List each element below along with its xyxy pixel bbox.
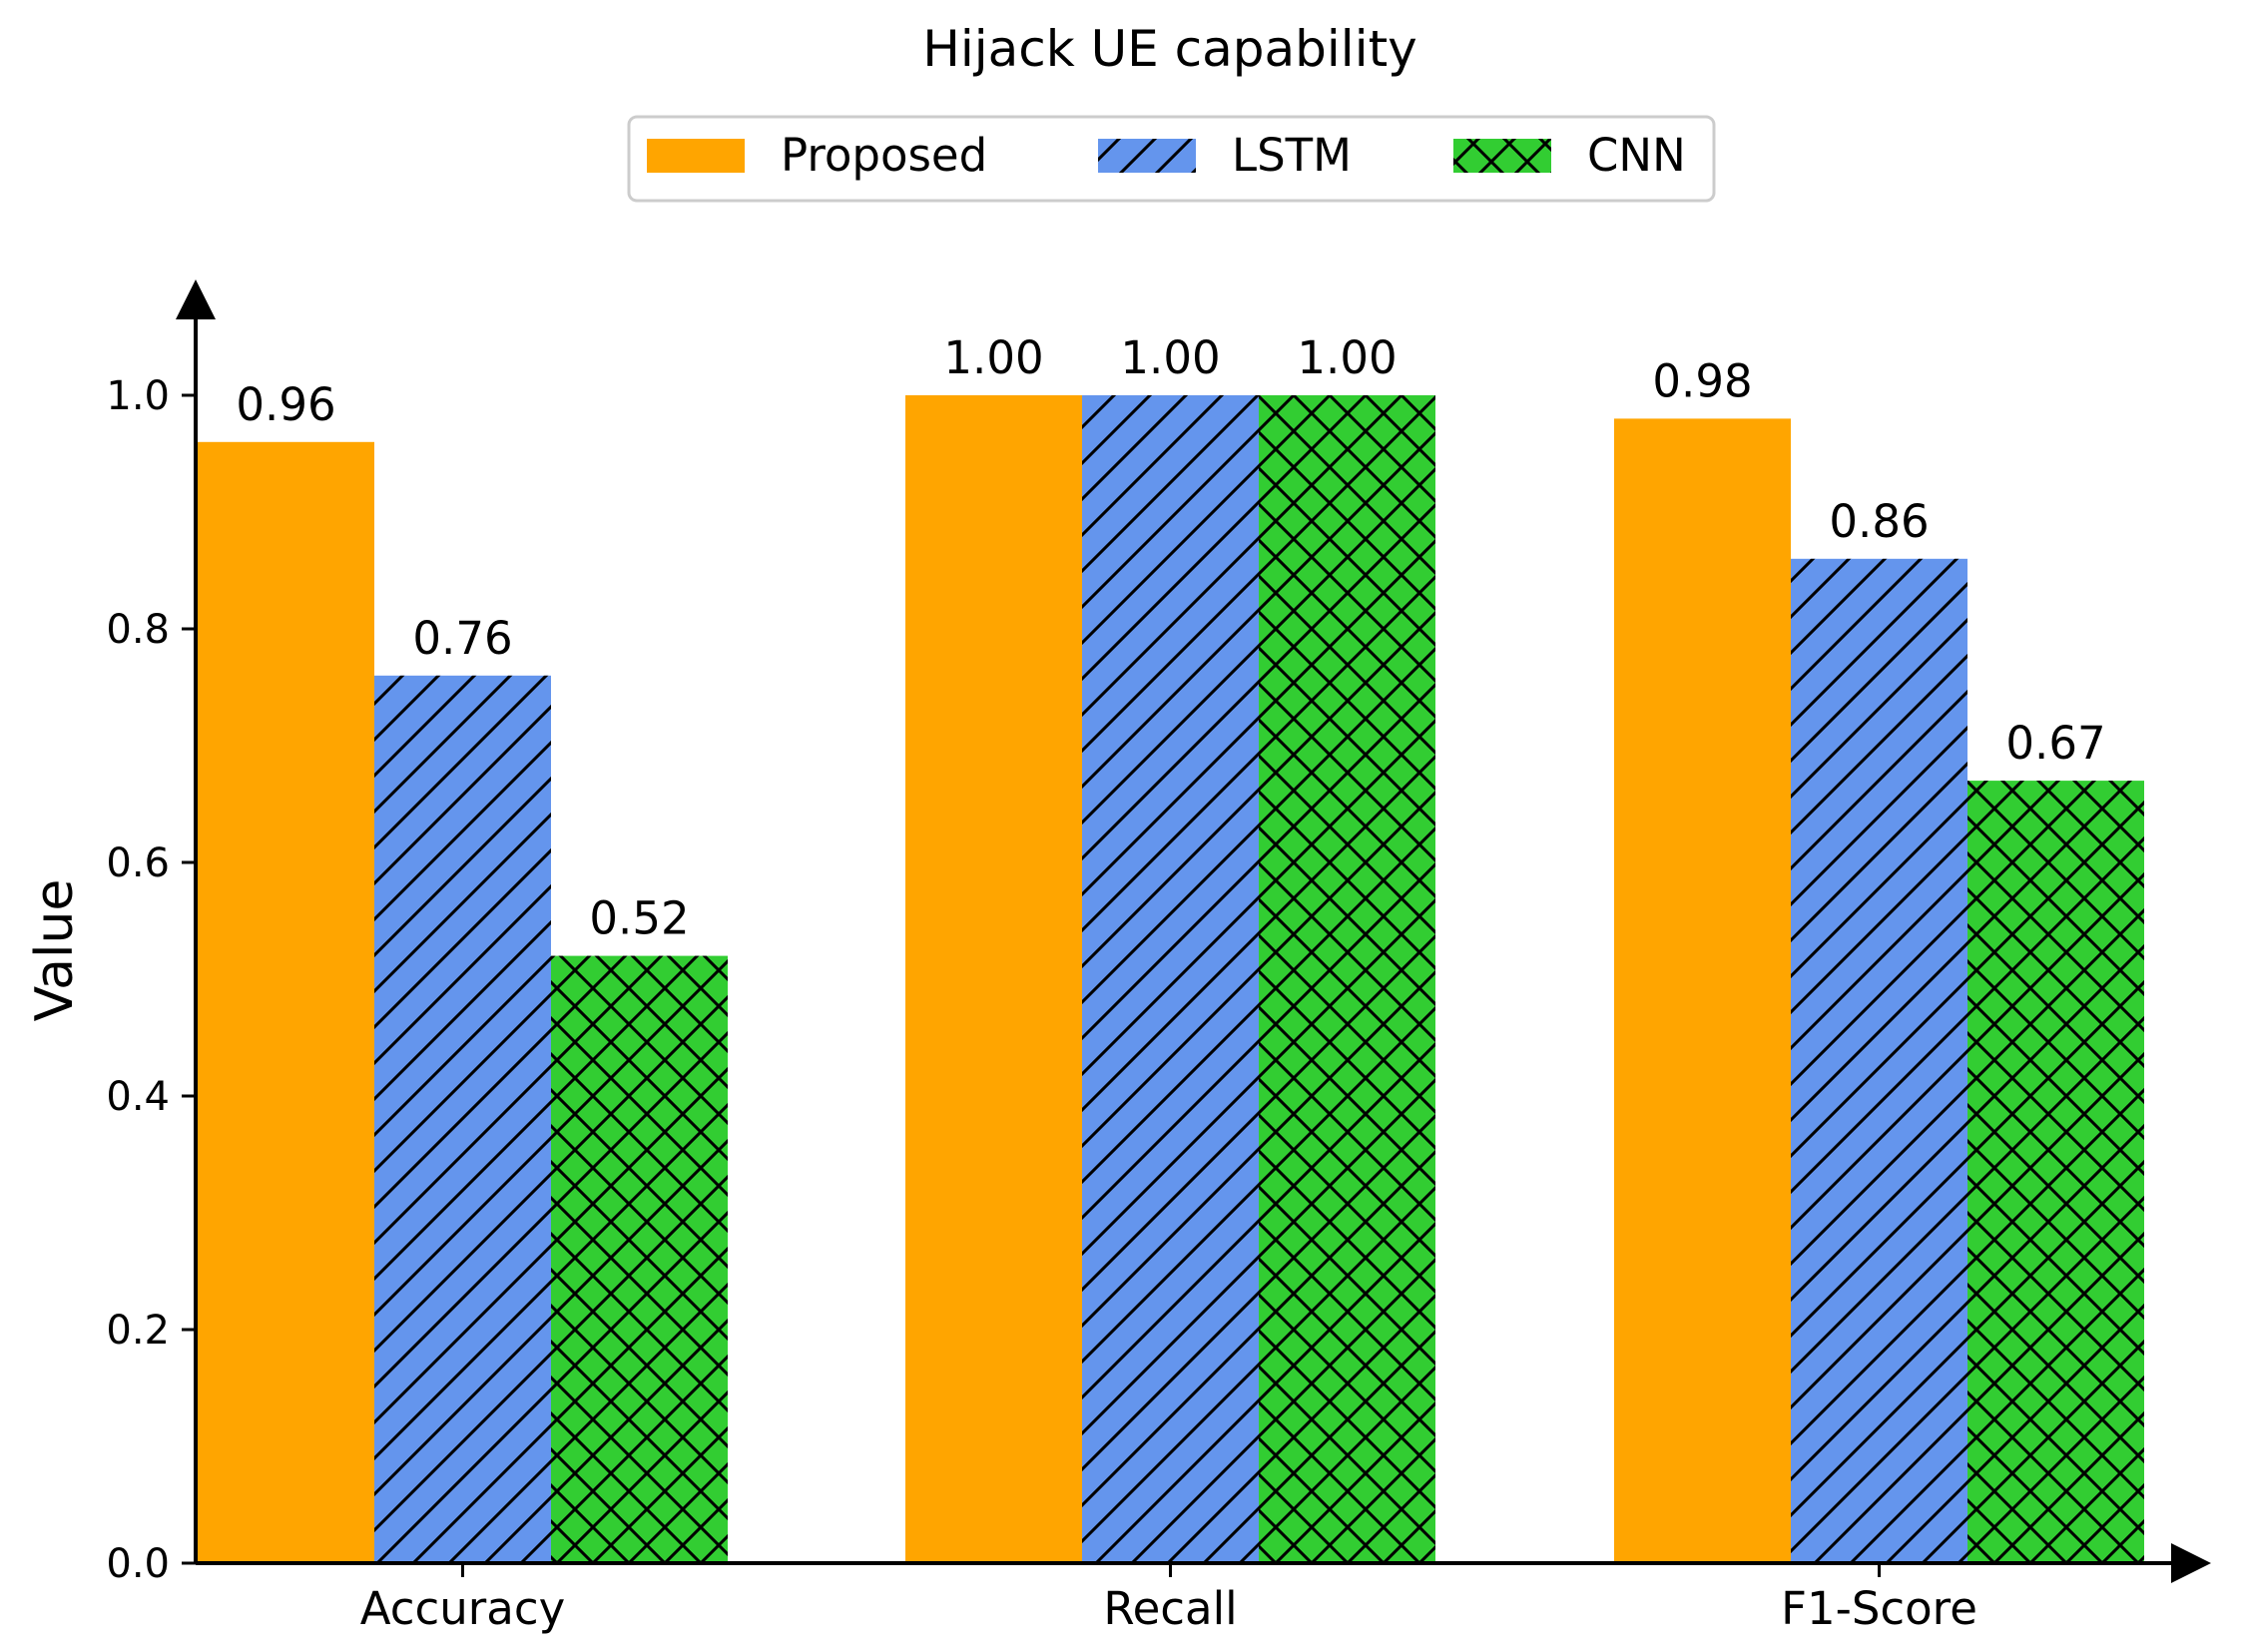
legend-label: Proposed: [781, 129, 987, 182]
legend-swatch-hatch: [1098, 139, 1196, 173]
bar-cnn-accuracy: [551, 955, 728, 1563]
bar-lstm-accuracy: [374, 675, 551, 1563]
bar-proposed-recall: [905, 395, 1082, 1563]
y-tick-label: 0.8: [106, 607, 170, 653]
chart-title: Hijack UE capability: [922, 20, 1417, 78]
bar-hatch: [374, 675, 551, 1563]
value-label: 0.96: [236, 378, 335, 431]
bars-group: [198, 395, 2144, 1563]
bar-fill: [1614, 418, 1791, 1563]
value-label: 0.98: [1652, 354, 1752, 407]
bar-hatch: [1791, 558, 1967, 1563]
x-tick-label: F1-Score: [1781, 1582, 1977, 1635]
value-label: 1.00: [1120, 331, 1220, 384]
bar-proposed-f1-score: [1614, 418, 1791, 1563]
legend-label: CNN: [1587, 129, 1686, 182]
legend: Proposed LSTM CNN: [627, 115, 1716, 203]
legend-item-cnn: CNN: [1453, 129, 1686, 182]
y-tick-label: 1.0: [106, 373, 170, 419]
y-tick-label: 0.0: [106, 1541, 170, 1587]
bar-hatch: [551, 955, 728, 1563]
bar-lstm-recall: [1082, 395, 1259, 1563]
bar-hatch: [1967, 781, 2144, 1563]
y-tick-label: 0.2: [106, 1308, 170, 1354]
value-label: 0.76: [412, 612, 512, 665]
bar-hatch: [1259, 395, 1435, 1563]
bar-lstm-f1-score: [1791, 558, 1967, 1563]
legend-swatch-hatch: [1453, 139, 1551, 173]
bar-hatch: [1082, 395, 1259, 1563]
y-tick-label: 0.4: [106, 1074, 170, 1120]
value-label: 1.00: [1297, 331, 1397, 384]
bar-fill: [905, 395, 1082, 1563]
legend-label: LSTM: [1232, 129, 1352, 182]
bar-cnn-f1-score: [1967, 781, 2144, 1563]
value-label: 0.67: [2005, 717, 2105, 770]
x-tick-label: Recall: [1103, 1582, 1237, 1635]
legend-swatch: [647, 139, 745, 173]
value-label: 0.52: [589, 892, 689, 945]
value-label: 1.00: [943, 331, 1043, 384]
bar-cnn-recall: [1259, 395, 1435, 1563]
bar-proposed-accuracy: [198, 441, 374, 1563]
value-labels-group: 0.96 1.00 0.98 0.76 1.00 0.86 0.52 1.00 0.67: [236, 331, 2105, 945]
legend-item-lstm: LSTM: [1098, 129, 1352, 182]
axes-group: Accuracy Recall F1-Score 0.0 0.2 0.4 0.6 0.8 1.0: [106, 279, 2211, 1635]
bar-fill: [198, 441, 374, 1563]
y-tick-label: 0.6: [106, 840, 170, 886]
y-axis-label: Value: [25, 879, 85, 1022]
x-tick-label: Accuracy: [360, 1582, 565, 1635]
value-label: 0.86: [1829, 495, 1929, 548]
legend-item-proposed: Proposed: [647, 129, 987, 182]
